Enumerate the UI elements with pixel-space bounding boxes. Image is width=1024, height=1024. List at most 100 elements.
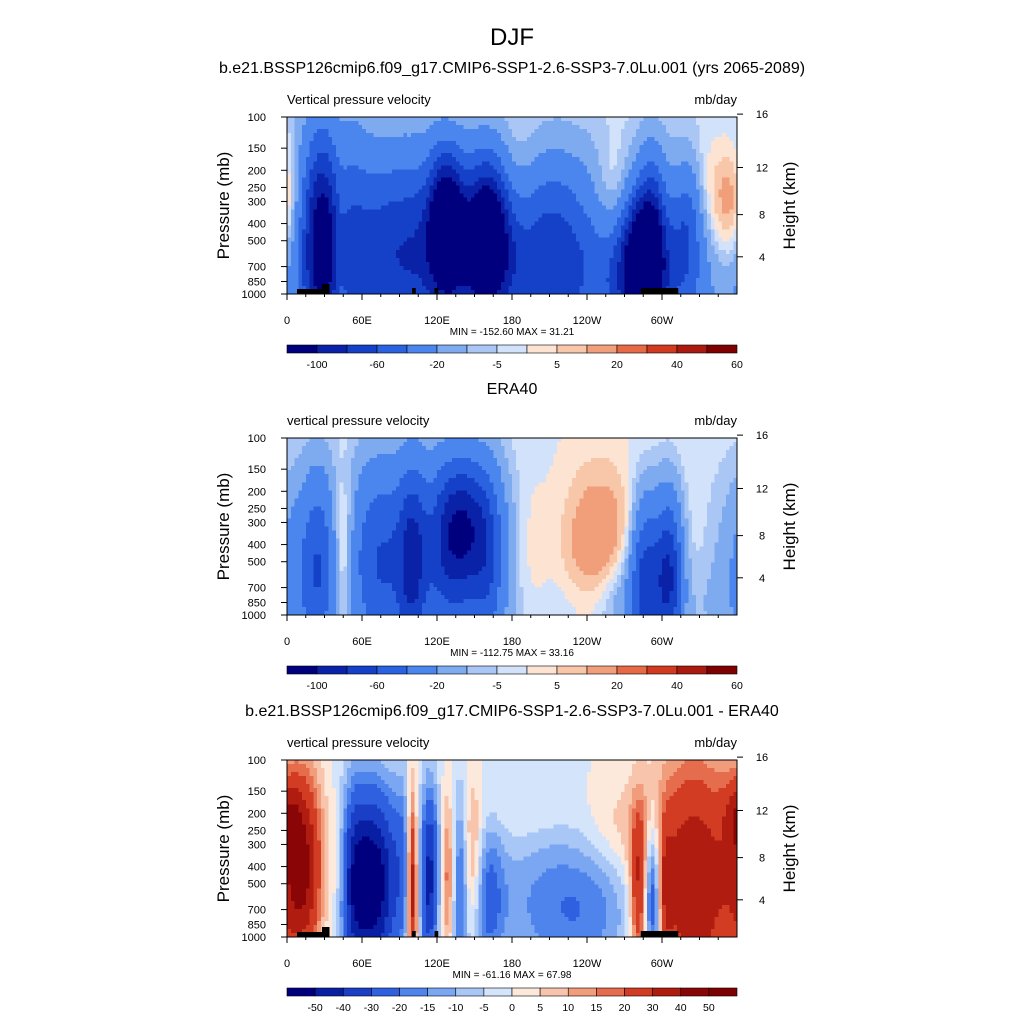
contour-cell bbox=[493, 241, 498, 247]
contour-cell bbox=[688, 229, 693, 235]
contour-cell bbox=[590, 145, 596, 150]
contour-cell bbox=[508, 193, 513, 199]
contour-cell bbox=[448, 153, 453, 158]
contour-cell bbox=[482, 153, 487, 158]
contour-cell bbox=[478, 265, 483, 271]
contour-cell bbox=[538, 253, 543, 259]
contour-cell bbox=[474, 265, 479, 271]
contour-cell bbox=[549, 237, 554, 243]
contour-cell bbox=[347, 241, 352, 247]
contour-cell bbox=[463, 281, 468, 287]
contour-cell bbox=[422, 209, 427, 215]
contour-cell bbox=[688, 277, 693, 283]
contour-cell bbox=[628, 225, 633, 231]
contour-cell bbox=[302, 253, 307, 259]
contour-cell bbox=[403, 181, 408, 186]
contour-cell bbox=[613, 225, 618, 231]
contour-cell bbox=[448, 233, 453, 239]
contour-cell bbox=[635, 165, 641, 170]
contour-cell bbox=[418, 269, 423, 275]
contour-cell bbox=[350, 197, 356, 203]
contour-cell bbox=[302, 277, 307, 283]
contour-cell bbox=[343, 197, 348, 203]
contour-cell bbox=[545, 157, 551, 162]
contour-cell bbox=[519, 205, 524, 211]
contour-cell bbox=[714, 121, 719, 126]
contour-cell bbox=[332, 221, 337, 227]
contour-cell bbox=[294, 273, 299, 279]
contour-cell bbox=[632, 217, 637, 223]
contour-cell bbox=[523, 201, 528, 207]
contour-cell bbox=[444, 269, 449, 275]
contour-cell bbox=[309, 265, 314, 271]
contour-cell bbox=[590, 181, 596, 186]
contour-cell bbox=[410, 189, 416, 195]
contour-cell bbox=[309, 125, 314, 130]
contour-cell bbox=[339, 205, 344, 211]
contour-cell bbox=[324, 197, 329, 203]
contour-cell bbox=[639, 273, 644, 279]
contour-cell bbox=[504, 201, 509, 207]
contour-cell bbox=[392, 137, 397, 142]
contour-cell bbox=[714, 177, 719, 182]
contour-cell bbox=[463, 193, 468, 199]
contour-cell bbox=[677, 221, 682, 227]
contour-cell bbox=[347, 201, 352, 207]
contour-cell bbox=[437, 189, 442, 195]
contour-cell bbox=[493, 265, 498, 271]
contour-cell bbox=[418, 213, 423, 219]
contour-cell bbox=[493, 237, 498, 243]
contour-cell bbox=[497, 221, 502, 227]
contour-cell bbox=[515, 205, 521, 211]
contour-cell bbox=[714, 265, 719, 271]
contour-cell bbox=[339, 149, 344, 154]
contour-cell bbox=[493, 117, 498, 122]
contour-cell bbox=[440, 173, 446, 178]
contour-cell bbox=[444, 253, 449, 259]
contour-cell bbox=[590, 137, 596, 142]
contour-cell bbox=[463, 209, 468, 215]
contour-cell bbox=[665, 245, 671, 251]
contour-cell bbox=[733, 173, 738, 178]
contour-cell bbox=[482, 165, 487, 170]
contour-cell bbox=[388, 193, 393, 199]
contour-cell bbox=[403, 165, 408, 170]
contour-cell bbox=[482, 265, 487, 271]
contour-cell bbox=[320, 145, 326, 150]
contour-cell bbox=[710, 213, 716, 219]
contour-cell bbox=[725, 257, 731, 263]
contour-cell bbox=[684, 177, 689, 182]
contour-cell bbox=[463, 257, 468, 263]
contour-cell bbox=[305, 213, 311, 219]
contour-cell bbox=[343, 185, 348, 191]
contour-cell bbox=[602, 121, 607, 126]
contour-cell bbox=[605, 165, 611, 170]
contour-cell bbox=[527, 221, 532, 227]
contour-cell bbox=[459, 201, 464, 207]
contour-cell bbox=[572, 253, 577, 259]
contour-cell bbox=[463, 217, 468, 223]
contour-cell bbox=[609, 233, 614, 239]
contour-cell bbox=[350, 229, 356, 235]
contour-cell bbox=[542, 129, 547, 134]
contour-cell bbox=[545, 281, 551, 287]
contour-cell bbox=[388, 257, 393, 263]
contour-cell bbox=[339, 121, 344, 126]
contour-cell bbox=[542, 137, 547, 142]
contour-cell bbox=[628, 137, 633, 142]
contour-cell bbox=[699, 177, 704, 182]
contour-cell bbox=[362, 157, 367, 162]
contour-cell bbox=[429, 281, 434, 287]
contour-cell bbox=[320, 133, 326, 138]
contour-cell bbox=[377, 149, 382, 154]
contour-cell bbox=[478, 137, 483, 142]
contour-cell bbox=[534, 137, 539, 142]
contour-cell bbox=[392, 197, 397, 203]
contour-cell bbox=[710, 169, 716, 174]
contour-cell bbox=[437, 117, 442, 122]
contour-cell bbox=[489, 261, 494, 267]
contour-cell bbox=[609, 153, 614, 158]
contour-cell bbox=[489, 241, 494, 247]
contour-cell bbox=[328, 253, 333, 259]
contour-cell bbox=[455, 165, 461, 170]
